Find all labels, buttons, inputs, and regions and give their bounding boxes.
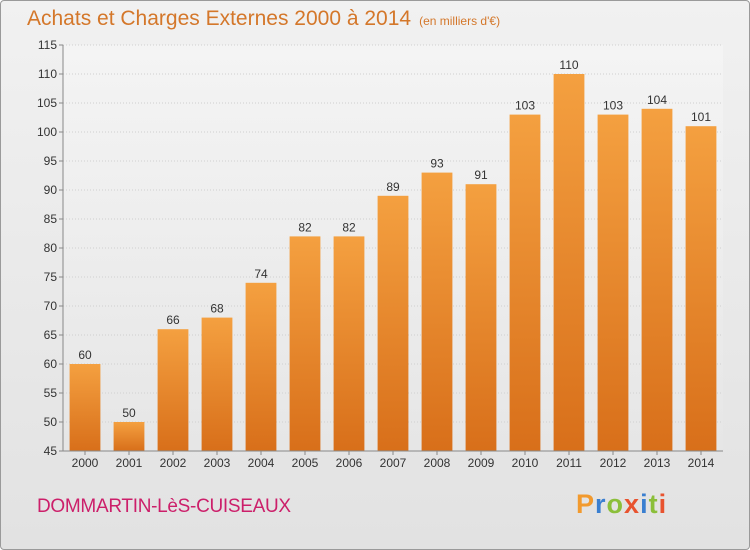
bar-value-label: 103 [603, 99, 623, 113]
bar-value-label: 74 [254, 267, 268, 281]
x-tick-label: 2008 [424, 456, 451, 470]
y-tick-label: 50 [44, 415, 58, 429]
bar [333, 236, 365, 451]
x-tick-label: 2010 [512, 456, 539, 470]
bar-value-label: 60 [78, 348, 92, 362]
bar [597, 114, 629, 451]
bar [641, 108, 673, 452]
bar [509, 114, 541, 451]
bar [201, 317, 233, 451]
bars: 60 50 66 68 74 82 82 89 93 91 103 110 103 104 101 [69, 58, 717, 452]
bar [113, 422, 145, 451]
x-tick-label: 2014 [688, 456, 715, 470]
x-tick-label: 2002 [160, 456, 187, 470]
logo-letter: P [576, 489, 596, 519]
x-tick-label: 2009 [468, 456, 495, 470]
logo-letter: o [606, 489, 625, 519]
y-tick-label: 75 [44, 270, 58, 284]
bar-value-label: 91 [474, 168, 488, 182]
bar-value-label: 103 [515, 99, 535, 113]
bar-value-label: 93 [430, 157, 444, 171]
bar [69, 364, 101, 451]
y-tick-label: 45 [44, 444, 58, 458]
x-tick-label: 2007 [380, 456, 407, 470]
chart-title: Achats et Charges Externes 2000 à 2014 (e… [27, 7, 500, 31]
logo-letter: x [624, 489, 641, 519]
bar-value-label: 50 [122, 406, 136, 420]
x-tick-label: 2005 [292, 456, 319, 470]
y-tick-label: 110 [38, 67, 57, 81]
y-tick-label: 100 [37, 125, 57, 139]
bar [245, 282, 277, 451]
y-tick-label: 60 [44, 357, 58, 371]
logo-letter: i [658, 489, 668, 519]
x-tick-label: 2004 [248, 456, 275, 470]
bar-value-label: 66 [166, 313, 180, 327]
logo-letter: t [648, 489, 659, 519]
bar [421, 172, 453, 451]
bar [553, 74, 585, 451]
bar-value-label: 82 [342, 220, 356, 234]
y-axis: 45 50 55 60 65 70 75 80 85 90 95 100 105 110 115 [37, 38, 64, 458]
bar-value-label: 104 [647, 93, 667, 107]
bar-value-label: 101 [691, 110, 711, 124]
y-tick-label: 95 [44, 154, 58, 168]
chart-title-text: Achats et Charges Externes 2000 à 2014 [27, 7, 412, 30]
x-tick-label: 2000 [72, 456, 99, 470]
x-tick-label: 2001 [116, 456, 143, 470]
bar [289, 236, 321, 451]
x-tick-label: 2012 [600, 456, 627, 470]
logo-letter: r [595, 489, 607, 519]
bar-value-label: 68 [210, 302, 224, 316]
chart-subtitle: (en milliers d'€) [419, 14, 501, 28]
y-tick-label: 115 [38, 38, 57, 52]
y-tick-label: 65 [44, 328, 58, 342]
x-tick-label: 2006 [336, 456, 363, 470]
bar-value-label: 110 [559, 58, 578, 72]
logo-letter: i [640, 489, 649, 519]
bar [465, 184, 497, 451]
x-axis: 2000 2001 2002 2003 2004 2005 2006 2007 2008 2009… [63, 450, 723, 470]
x-tick-label: 2003 [204, 456, 231, 470]
y-tick-label: 80 [44, 241, 58, 255]
bar-value-label: 82 [298, 220, 312, 234]
bar [157, 329, 189, 451]
y-tick-label: 70 [44, 299, 58, 313]
y-tick-label: 55 [44, 386, 58, 400]
bar-value-label: 89 [386, 180, 400, 194]
bar [377, 195, 409, 451]
y-tick-label: 90 [44, 183, 58, 197]
commune-name: DOMMARTIN-LèS-CUISEAUX [37, 496, 291, 517]
proxiti-logo: Proxiti [576, 489, 667, 520]
x-tick-label: 2011 [556, 456, 582, 470]
y-tick-label: 105 [37, 96, 57, 110]
bar [685, 126, 717, 451]
y-tick-label: 85 [44, 212, 58, 226]
x-tick-label: 2013 [644, 456, 671, 470]
